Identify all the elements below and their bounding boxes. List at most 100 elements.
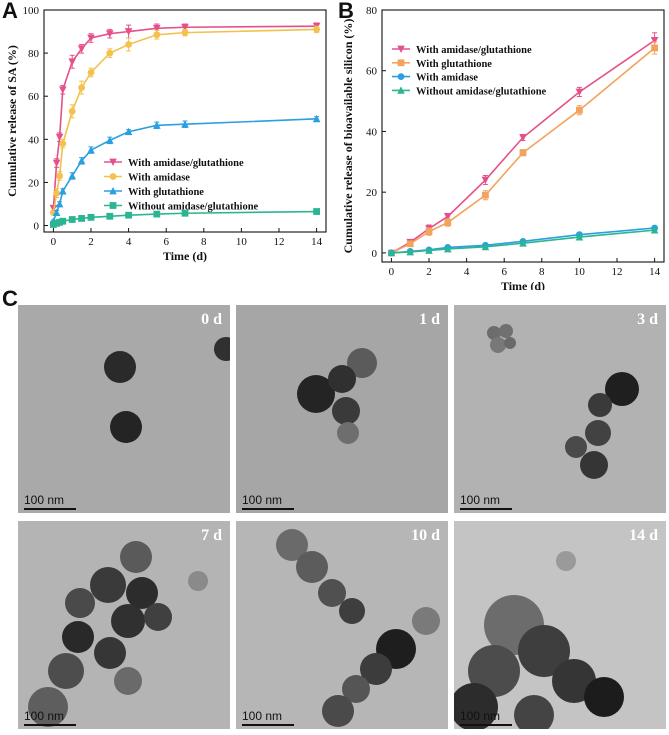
- x-tick-label: 10: [236, 236, 248, 248]
- data-point: [481, 176, 490, 185]
- x-tick-label: 6: [163, 236, 169, 248]
- legend-label: With amidase/glutathione: [128, 158, 244, 169]
- data-point: [387, 248, 396, 257]
- x-tick-label: 6: [501, 266, 507, 278]
- data-point: [444, 219, 452, 226]
- legend-entry: With amidase/glutathione: [104, 158, 244, 169]
- scale-line: [24, 508, 76, 510]
- legend-marker: [397, 45, 405, 53]
- data-point: [106, 49, 114, 57]
- tem-time-label: 1 d: [419, 311, 440, 328]
- y-axis-label: Cumulative release of bioavailable silic…: [341, 19, 355, 254]
- legend-marker: [109, 202, 117, 209]
- x-tick-label: 0: [389, 266, 395, 278]
- data-point: [77, 45, 86, 53]
- data-point: [313, 208, 320, 215]
- x-tick-label: 8: [539, 266, 545, 278]
- tem-time-label: 3 d: [637, 311, 658, 328]
- data-point: [406, 240, 414, 248]
- scale-bar: 100 nm: [242, 493, 294, 510]
- data-point: [153, 210, 161, 218]
- data-point: [425, 228, 433, 236]
- x-tick-label: 14: [649, 266, 661, 278]
- y-tick-label: 60: [366, 66, 378, 78]
- data-point: [575, 233, 584, 241]
- data-point: [68, 216, 76, 223]
- data-point: [181, 120, 189, 128]
- y-axis-label: Cumulative release of SA (%): [5, 45, 19, 197]
- series-with-glutathione: [49, 114, 321, 225]
- data-point: [55, 199, 64, 208]
- data-point: [106, 212, 114, 220]
- tem-micrograph: [236, 521, 448, 729]
- data-point: [124, 28, 133, 36]
- scale-bar: 100 nm: [24, 709, 76, 726]
- tem-time-label: 0 d: [201, 311, 222, 328]
- y-tick-label: 0: [372, 248, 378, 260]
- data-point: [68, 171, 76, 180]
- data-point: [650, 226, 659, 234]
- data-point: [59, 86, 67, 94]
- series-with-amidase-glutathione: [49, 22, 321, 213]
- x-tick-label: 0: [51, 236, 57, 248]
- data-point: [124, 127, 133, 136]
- legend-marker: [397, 59, 405, 67]
- tem-micrograph: [454, 305, 666, 513]
- tem-image-14d: 14 d 100 nm: [454, 521, 666, 729]
- legend-entry: With glutathione: [104, 187, 204, 198]
- data-point: [519, 134, 527, 142]
- chart-b: 0 2 4 6 8 10 12 14 0 20 40 60 80 Time (d) Cumulative r…: [341, 5, 665, 290]
- legend-marker: [109, 173, 117, 180]
- data-point: [78, 84, 85, 91]
- data-point: [59, 217, 67, 225]
- y-tick-label: 20: [366, 187, 378, 199]
- legend-entry: With amidase/glutathione: [392, 45, 532, 56]
- data-point: [87, 213, 95, 221]
- data-point: [87, 69, 95, 76]
- legend-entry: Without amidase/glutathione: [392, 86, 547, 97]
- data-point: [153, 121, 161, 129]
- data-point: [406, 247, 414, 256]
- tem-image-1d: 1 d 100 nm: [236, 305, 448, 513]
- scale-line: [242, 724, 294, 726]
- data-point: [59, 140, 67, 148]
- data-point: [575, 88, 584, 96]
- data-point: [77, 156, 86, 165]
- x-tick-label: 14: [311, 236, 323, 248]
- data-point: [481, 242, 490, 251]
- data-point: [78, 215, 85, 222]
- data-point: [59, 187, 67, 195]
- data-point: [56, 172, 64, 180]
- panel-letter-a: A: [2, 0, 18, 23]
- y-tick-label: 20: [28, 177, 40, 189]
- y-tick-label: 100: [23, 5, 40, 17]
- data-point: [53, 189, 60, 197]
- legend-label: With amidase: [128, 173, 190, 184]
- x-tick-label: 8: [201, 236, 207, 248]
- x-tick-label: 10: [574, 266, 586, 278]
- y-tick-label: 40: [366, 126, 378, 138]
- data-point: [153, 31, 161, 39]
- legend-label: Without amidase/glutathione: [416, 86, 547, 97]
- data-point: [52, 159, 61, 168]
- legend-marker: [109, 187, 117, 195]
- tem-time-label: 14 d: [629, 527, 658, 544]
- y-tick-label: 0: [34, 221, 40, 233]
- plot-frame: [43, 9, 327, 233]
- legend-marker: [397, 73, 405, 80]
- y-tick-label: 40: [28, 134, 40, 146]
- data-point: [125, 41, 132, 48]
- legend-label: Without amidase/glutathione: [128, 202, 259, 213]
- data-point: [650, 36, 659, 45]
- legend-entry: Without amidase/glutathione: [104, 202, 259, 213]
- scale-line: [460, 508, 512, 510]
- scale-bar: 100 nm: [242, 709, 294, 726]
- tem-micrograph: [18, 305, 230, 513]
- tem-image-0d: 0 d 100 nm: [18, 305, 230, 513]
- scale-bar: 100 nm: [460, 709, 512, 726]
- x-tick-label: 4: [464, 266, 470, 278]
- data-point: [651, 44, 658, 52]
- data-point: [87, 146, 95, 154]
- legend-entry: With amidase: [104, 173, 190, 184]
- data-point: [181, 209, 189, 217]
